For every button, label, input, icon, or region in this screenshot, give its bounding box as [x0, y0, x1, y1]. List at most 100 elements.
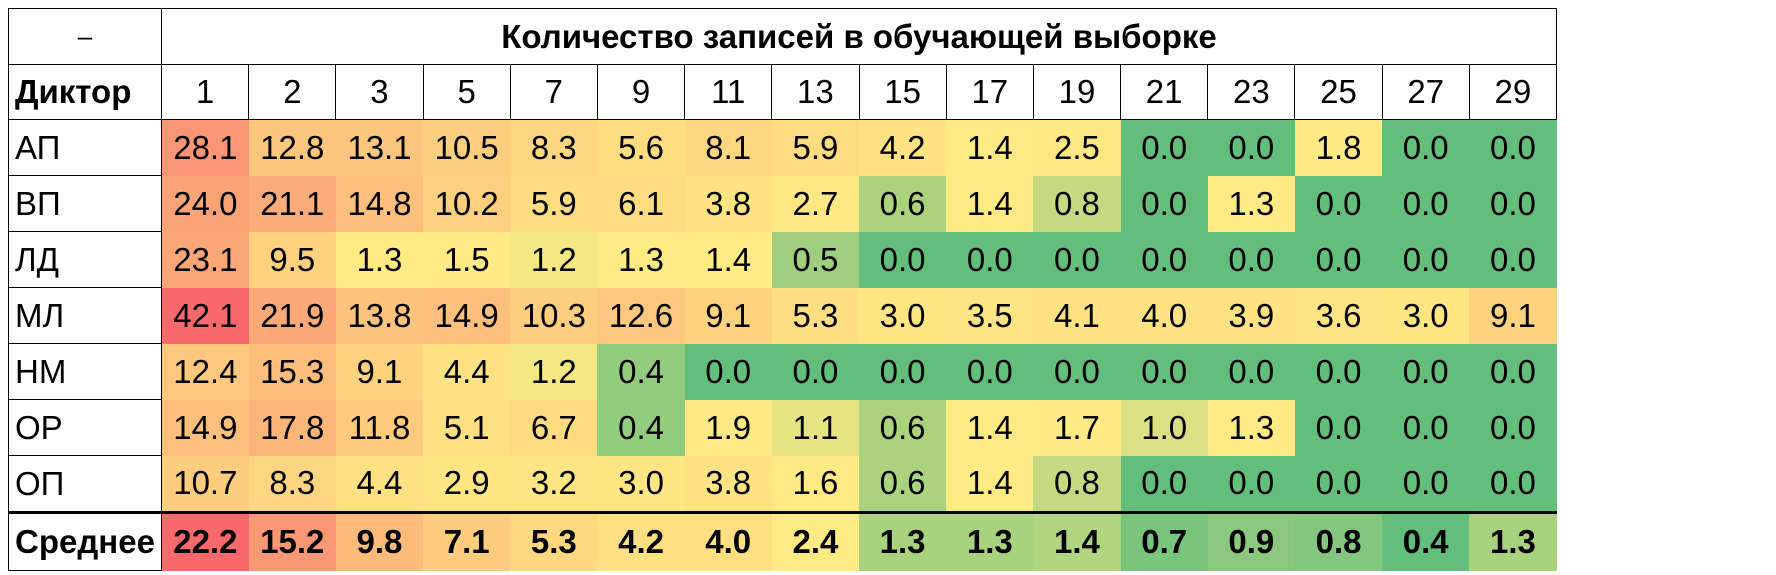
heatmap-cell: 1.3 [1207, 399, 1295, 456]
heatmap-cell: 9.5 [248, 231, 336, 288]
row-label: ОР [8, 399, 162, 456]
heatmap-cell: 14.8 [335, 175, 424, 232]
heatmap-cell: 2.5 [1033, 119, 1121, 176]
heatmap-cell: 1.3 [859, 511, 947, 571]
column-header: 7 [509, 64, 598, 120]
row-label: ВП [8, 175, 162, 232]
heatmap-cell: 0.6 [859, 399, 947, 456]
heatmap-cell: 0.0 [1382, 455, 1470, 513]
heatmap-cell: 6.1 [597, 175, 685, 232]
heatmap-cell: 0.0 [1120, 343, 1208, 400]
heatmap-cell: 2.4 [771, 511, 859, 571]
speaker-column-header: Диктор [8, 64, 162, 120]
heatmap-cell: 3.2 [510, 455, 598, 513]
heatmap-cell: 0.0 [771, 343, 859, 400]
heatmap-cell: 0.4 [1382, 511, 1470, 571]
column-header: 27 [1381, 64, 1470, 120]
heatmap-cell: 1.3 [946, 511, 1034, 571]
heatmap-cell: 1.2 [510, 231, 598, 288]
heatmap-cell: 0.0 [1207, 119, 1295, 176]
heatmap-cell: 9.1 [335, 343, 424, 400]
heatmap-cell: 3.8 [684, 175, 772, 232]
heatmap-cell: 0.0 [1469, 455, 1557, 513]
heatmap-cell: 1.4 [946, 455, 1034, 513]
heatmap-cell: 0.7 [1120, 511, 1208, 571]
heatmap-cell: 9.8 [335, 511, 424, 571]
heatmap-cell: 42.1 [161, 287, 249, 344]
heatmap-cell: 0.0 [1294, 231, 1383, 288]
heatmap-cell: 0.0 [1469, 343, 1557, 400]
column-header: 29 [1468, 64, 1558, 120]
heatmap-cell: 3.0 [597, 455, 685, 513]
heatmap-cell: 0.8 [1033, 455, 1121, 513]
heatmap-cell: 0.0 [1033, 343, 1121, 400]
heatmap-cell: 0.0 [1120, 175, 1208, 232]
heatmap-cell: 0.0 [1120, 119, 1208, 176]
heatmap-cell: 1.4 [684, 231, 772, 288]
row-label: ОП [8, 455, 162, 513]
heatmap-cell: 0.0 [1207, 455, 1295, 513]
column-header: 19 [1032, 64, 1122, 120]
table-title: Количество записей в обучающей выборке [161, 8, 1557, 65]
heatmap-cell: 1.1 [771, 399, 859, 456]
heatmap-cell: 0.0 [1382, 399, 1470, 456]
column-header: 15 [858, 64, 947, 120]
table-row: АП 28.1 12.8 13.1 10.5 8.3 5.6 8.1 5.9 4.2 1.4 2.5 0… [8, 119, 1557, 176]
heatmap-cell: 12.4 [161, 343, 249, 400]
heatmap-cell: 12.8 [248, 119, 336, 176]
heatmap-cell: 0.0 [1382, 231, 1470, 288]
heatmap-cell: 0.0 [946, 343, 1034, 400]
heatmap-cell: 10.2 [423, 175, 511, 232]
column-header: 9 [596, 64, 686, 120]
heatmap-cell: 17.8 [248, 399, 336, 456]
heatmap-cell: 0.0 [859, 343, 947, 400]
column-header: 5 [422, 64, 511, 120]
heatmap-cell: 3.5 [946, 287, 1034, 344]
heatmap-cell: 15.2 [248, 511, 336, 571]
heatmap-cell: 4.1 [1033, 287, 1121, 344]
column-header: 23 [1207, 64, 1296, 120]
row-label: ЛД [8, 231, 162, 288]
column-header: 25 [1294, 64, 1383, 120]
heatmap-cell: 10.3 [510, 287, 598, 344]
heatmap-cell: 28.1 [161, 119, 249, 176]
heatmap-cell: 3.0 [1382, 287, 1470, 344]
table-row: МЛ 42.1 21.9 13.8 14.9 10.3 12.6 9.1 5.3 3.0 3.5 4.… [8, 287, 1557, 344]
heatmap-cell: 0.0 [946, 231, 1034, 288]
heatmap-cell: 0.0 [1033, 231, 1121, 288]
heatmap-cell: 23.1 [161, 231, 249, 288]
heatmap-cell: 8.3 [248, 455, 336, 513]
heatmap-cell: 5.9 [771, 119, 859, 176]
heatmap-cell: 9.1 [1469, 287, 1557, 344]
heatmap-cell: 0.9 [1207, 511, 1295, 571]
column-header: 3 [335, 64, 424, 120]
heatmap-cell: 0.0 [1382, 119, 1470, 176]
heatmap-cell: 1.3 [1207, 175, 1295, 232]
column-header: 21 [1120, 64, 1209, 120]
heatmap-cell: 4.0 [1120, 287, 1208, 344]
heatmap-cell: 1.4 [946, 119, 1034, 176]
heatmap-cell: 1.3 [1469, 511, 1557, 571]
heatmap-cell: 1.7 [1033, 399, 1121, 456]
average-row: Среднее 22.2 15.2 9.8 7.1 5.3 4.2 4.0 2.4 1.3 1.3 1… [8, 511, 1557, 571]
heatmap-cell: 1.6 [771, 455, 859, 513]
heatmap-cell: 9.1 [684, 287, 772, 344]
heatmap-cell: 4.4 [423, 343, 511, 400]
heatmap-cell: 0.6 [859, 455, 947, 513]
heatmap-cell: 12.6 [597, 287, 685, 344]
heatmap-cell: 0.6 [859, 175, 947, 232]
heatmap-cell: 6.7 [510, 399, 598, 456]
column-header: 11 [684, 64, 773, 120]
heatmap-cell: 21.1 [248, 175, 336, 232]
heatmap-cell: 1.4 [1033, 511, 1121, 571]
heatmap-cell: 0.0 [1294, 343, 1383, 400]
heatmap-cell: 5.9 [510, 175, 598, 232]
heatmap-cell: 0.0 [1382, 343, 1470, 400]
heatmap-cell: 1.4 [946, 175, 1034, 232]
heatmap-cell: 4.2 [859, 119, 947, 176]
heatmap-cell: 3.6 [1294, 287, 1383, 344]
heatmap-cell: 2.9 [423, 455, 511, 513]
heatmap-cell: 5.1 [423, 399, 511, 456]
heatmap-cell: 0.4 [597, 399, 685, 456]
heatmap-cell: 0.0 [684, 343, 772, 400]
